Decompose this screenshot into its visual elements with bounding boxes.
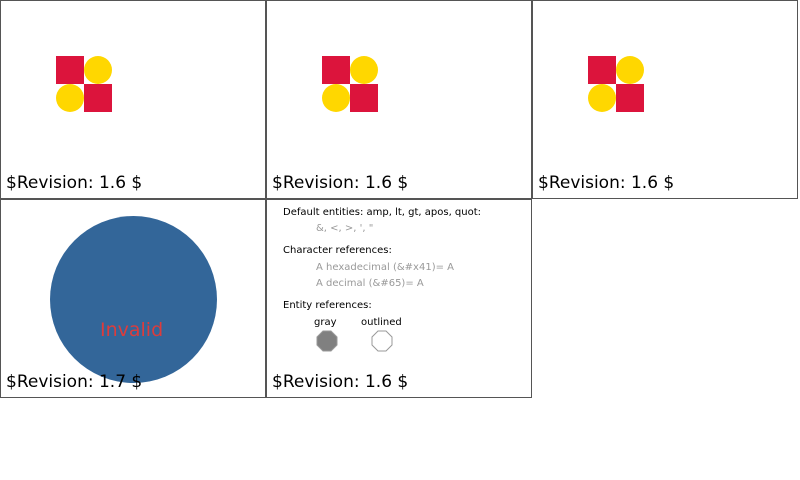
revision-label: $Revision: 1.7 $	[6, 372, 143, 392]
test-panel-2: $Revision: 1.6 $	[266, 0, 532, 199]
yellow-circle	[588, 84, 616, 112]
outlined-label: outlined	[361, 317, 402, 328]
yellow-circle	[322, 84, 350, 112]
red-square	[350, 84, 378, 112]
revision-label: $Revision: 1.6 $	[6, 173, 143, 193]
test-panel-1: $Revision: 1.6 $	[0, 0, 266, 199]
test-panel-3: $Revision: 1.6 $	[532, 0, 798, 199]
blue-circle	[50, 216, 217, 383]
gray-label: gray	[314, 317, 337, 328]
outlined-octagon	[371, 330, 393, 352]
revision-label: $Revision: 1.6 $	[272, 372, 409, 392]
yellow-circle	[350, 56, 378, 84]
test-panel-4: Invalid $Revision: 1.7 $	[0, 199, 266, 398]
entity-ref-heading: Entity references:	[283, 300, 372, 311]
red-square	[588, 56, 616, 84]
yellow-circle	[616, 56, 644, 84]
red-square	[84, 84, 112, 112]
yellow-circle	[56, 84, 84, 112]
default-entities-values: &, <, >, ', "	[316, 223, 374, 234]
char-ref-heading: Character references:	[283, 245, 392, 256]
default-entities-heading: Default entities: amp, lt, gt, apos, quo…	[283, 207, 482, 218]
red-square	[616, 84, 644, 112]
hex-line: A hexadecimal (&#x41)= A	[316, 262, 455, 273]
invalid-label: Invalid	[100, 319, 164, 341]
gray-octagon	[316, 330, 338, 352]
revision-label: $Revision: 1.6 $	[538, 173, 675, 193]
yellow-circle	[84, 56, 112, 84]
test-panel-5: Default entities: amp, lt, gt, apos, quo…	[266, 199, 532, 398]
red-square	[56, 56, 84, 84]
dec-line: A decimal (&#65)= A	[316, 278, 424, 289]
red-square	[322, 56, 350, 84]
revision-label: $Revision: 1.6 $	[272, 173, 409, 193]
